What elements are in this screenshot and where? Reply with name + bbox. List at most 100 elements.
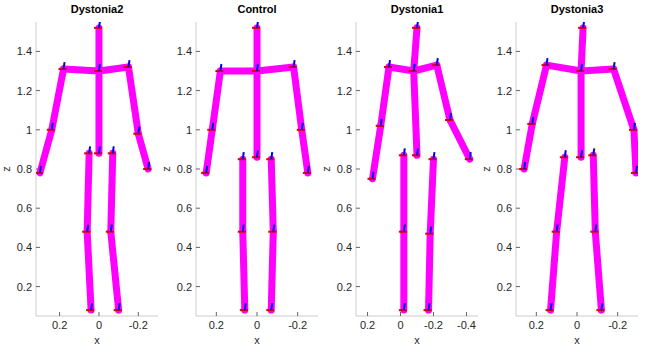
panel: 0.20.40.60.811.21.40.20-0.2xzControl [160, 3, 318, 346]
bone [302, 130, 308, 173]
joint-frame [629, 129, 637, 131]
bone [581, 28, 583, 71]
bone [128, 67, 138, 134]
bone [206, 130, 212, 173]
x-tick [617, 312, 618, 316]
y-tick [196, 90, 200, 91]
bone [634, 130, 636, 173]
joint-frame [266, 309, 274, 311]
joint-frame [590, 231, 598, 233]
y-tick-label: 0.4 [337, 241, 352, 253]
bone [212, 71, 220, 130]
x-axis-title: x [574, 334, 580, 346]
x-tick [257, 312, 258, 316]
bone [414, 71, 417, 155]
y-tick-label: 0.6 [177, 202, 192, 214]
joint-frame [450, 113, 451, 120]
joint-frame [609, 68, 617, 70]
bone [524, 124, 532, 169]
bone [595, 232, 601, 310]
y-tick [196, 169, 200, 170]
y-tick-label: 0.8 [337, 163, 352, 175]
joint-frame [581, 150, 582, 157]
y-tick [36, 208, 40, 209]
bone [614, 69, 634, 130]
joint-frame [381, 119, 382, 126]
y-tick [196, 129, 200, 130]
joint-frame [425, 233, 433, 235]
y-tick-label: 0.4 [177, 241, 192, 253]
joint-frame [424, 309, 432, 311]
x-tick [466, 312, 467, 316]
joint-frame [399, 154, 407, 156]
y-tick [356, 286, 360, 287]
panel-title: Dystonia2 [71, 3, 124, 15]
y-axis-title: z [160, 166, 172, 172]
joint-frame [59, 68, 67, 70]
x-axis-title: x [414, 334, 420, 346]
joint-frame [593, 148, 594, 155]
joint-frame [404, 148, 405, 155]
y-tick [356, 247, 360, 248]
x-axis-title: x [254, 334, 260, 346]
joint-frame [445, 119, 453, 121]
skeleton [201, 22, 311, 310]
joint-frame [465, 158, 473, 160]
y-tick-label: 0.8 [17, 163, 32, 175]
y-tick [36, 286, 40, 287]
joint-frame [303, 172, 311, 174]
joint-frame [148, 162, 149, 169]
joint-frame [119, 303, 120, 310]
joint-frame [52, 123, 53, 130]
y-tick-label: 1.4 [177, 45, 192, 57]
bone [257, 67, 294, 71]
joint-frame [437, 58, 438, 65]
y-tick-label: 0.6 [337, 202, 352, 214]
bone [239, 159, 246, 232]
joint-frame [84, 152, 92, 154]
bone [271, 159, 273, 232]
bone [450, 120, 470, 159]
x-tick-label: 0.2 [529, 319, 544, 331]
joint-frame [268, 231, 276, 233]
joint-frame [86, 309, 94, 311]
x-tick-label: 0 [96, 319, 102, 331]
joint-frame [384, 66, 392, 68]
y-tick-label: 1 [346, 124, 352, 136]
y-tick [516, 208, 520, 209]
bone [414, 28, 417, 71]
bone [551, 232, 557, 310]
y-tick [356, 90, 360, 91]
joint-frame [412, 154, 420, 156]
joint-frame [94, 27, 102, 29]
joint-frame [399, 231, 407, 233]
joint-frame [133, 133, 141, 135]
bone [254, 28, 261, 71]
joint-frame [565, 150, 566, 157]
joint-frame [206, 166, 207, 173]
bone [294, 67, 302, 130]
x-tick [367, 312, 368, 316]
y-tick [516, 129, 520, 130]
y-tick-label: 0.6 [17, 202, 32, 214]
x-tick-label: 0.2 [52, 319, 67, 331]
x-tick-label: 0.2 [360, 319, 375, 331]
joint-frame [581, 64, 582, 71]
bone [40, 130, 52, 173]
bone [400, 232, 407, 310]
joint-frame [542, 64, 550, 66]
joint-frame [389, 60, 390, 67]
y-tick-label: 0.2 [497, 281, 512, 293]
joint-frame [546, 309, 554, 311]
bone [111, 232, 119, 310]
joint-frame [583, 22, 584, 28]
y-tick-label: 0.2 [17, 281, 32, 293]
bone [95, 71, 102, 153]
joint-frame [128, 60, 129, 67]
x-axis-title: x [94, 334, 100, 346]
joint-frame [367, 178, 375, 180]
joint-frame [524, 162, 525, 169]
joint-frame [552, 231, 560, 233]
joint-frame [99, 146, 100, 153]
y-tick [516, 51, 520, 52]
